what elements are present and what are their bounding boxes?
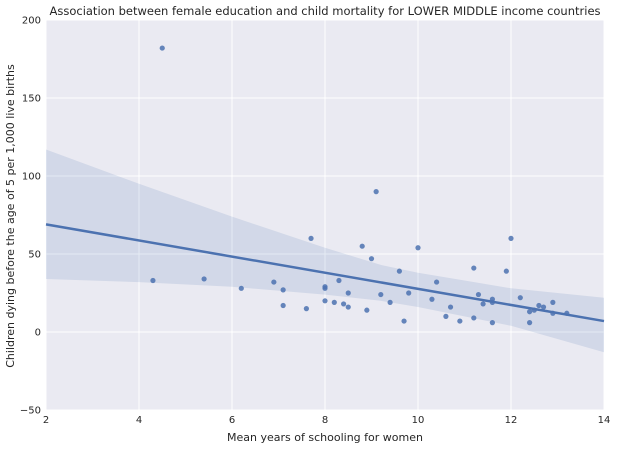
data-point [536, 302, 542, 309]
y-tick-label: 200 [22, 16, 41, 27]
data-point [308, 235, 314, 241]
data-point [280, 287, 286, 293]
data-point [480, 301, 486, 307]
data-point [322, 285, 328, 291]
y-tick-label: 150 [22, 94, 41, 105]
data-point [471, 315, 477, 321]
data-point [550, 310, 556, 316]
data-point [447, 304, 454, 310]
x-tick-label: 4 [136, 415, 142, 426]
data-point [271, 279, 277, 285]
x-axis-label: Mean years of schooling for women [227, 431, 423, 444]
data-point [150, 277, 156, 284]
data-point [280, 302, 286, 309]
data-point [415, 245, 421, 251]
y-tick-label: 50 [28, 250, 41, 261]
data-point [331, 299, 337, 305]
data-point [201, 276, 207, 282]
data-point [527, 309, 533, 315]
x-tick-label: 8 [322, 415, 328, 426]
regression-line [45, 223, 605, 323]
x-tick-label: 2 [43, 415, 49, 426]
data-point [387, 299, 393, 305]
grid-lines [45, 19, 605, 411]
data-points [150, 45, 570, 326]
data-point [368, 256, 375, 262]
data-point [303, 306, 309, 312]
x-tick-label: 14 [598, 415, 611, 426]
x-tick-labels: 2 4 6 8 10 12 14 [43, 415, 611, 426]
data-point [508, 235, 514, 241]
data-point [503, 268, 509, 274]
data-point [345, 304, 351, 310]
data-point [457, 318, 463, 324]
data-point [550, 299, 556, 305]
data-point [540, 304, 547, 310]
data-point [471, 265, 477, 271]
data-point [378, 291, 384, 298]
data-point [489, 299, 495, 305]
x-tick-label: 10 [412, 415, 425, 426]
data-point [359, 243, 365, 249]
data-point [322, 298, 328, 304]
data-point [401, 318, 407, 324]
y-tick-label: 0 [35, 328, 41, 339]
y-tick-labels: −50 0 50 100 150 200 [20, 16, 41, 417]
y-tick-label: −50 [20, 406, 41, 417]
chart-title: Association between female education and… [49, 4, 600, 18]
y-axis-label: Children dying before the age of 5 per 1… [4, 64, 17, 368]
data-point [434, 279, 440, 285]
x-tick-label: 12 [505, 415, 518, 426]
data-point [341, 301, 347, 307]
data-point [564, 310, 570, 316]
data-point [527, 320, 533, 326]
x-tick-label: 6 [229, 415, 235, 426]
data-point [429, 296, 435, 302]
data-point [364, 307, 370, 313]
data-point [373, 189, 379, 195]
data-point [159, 45, 165, 51]
data-point [443, 313, 449, 319]
y-tick-label: 100 [22, 172, 41, 183]
data-point [238, 285, 244, 291]
confidence-band [46, 149, 604, 353]
data-point [396, 268, 402, 274]
data-point [475, 291, 482, 298]
data-point [336, 277, 342, 284]
data-point [489, 320, 495, 326]
data-point [517, 295, 523, 301]
data-point [406, 290, 412, 296]
data-point [345, 290, 351, 296]
data-point [531, 307, 537, 313]
